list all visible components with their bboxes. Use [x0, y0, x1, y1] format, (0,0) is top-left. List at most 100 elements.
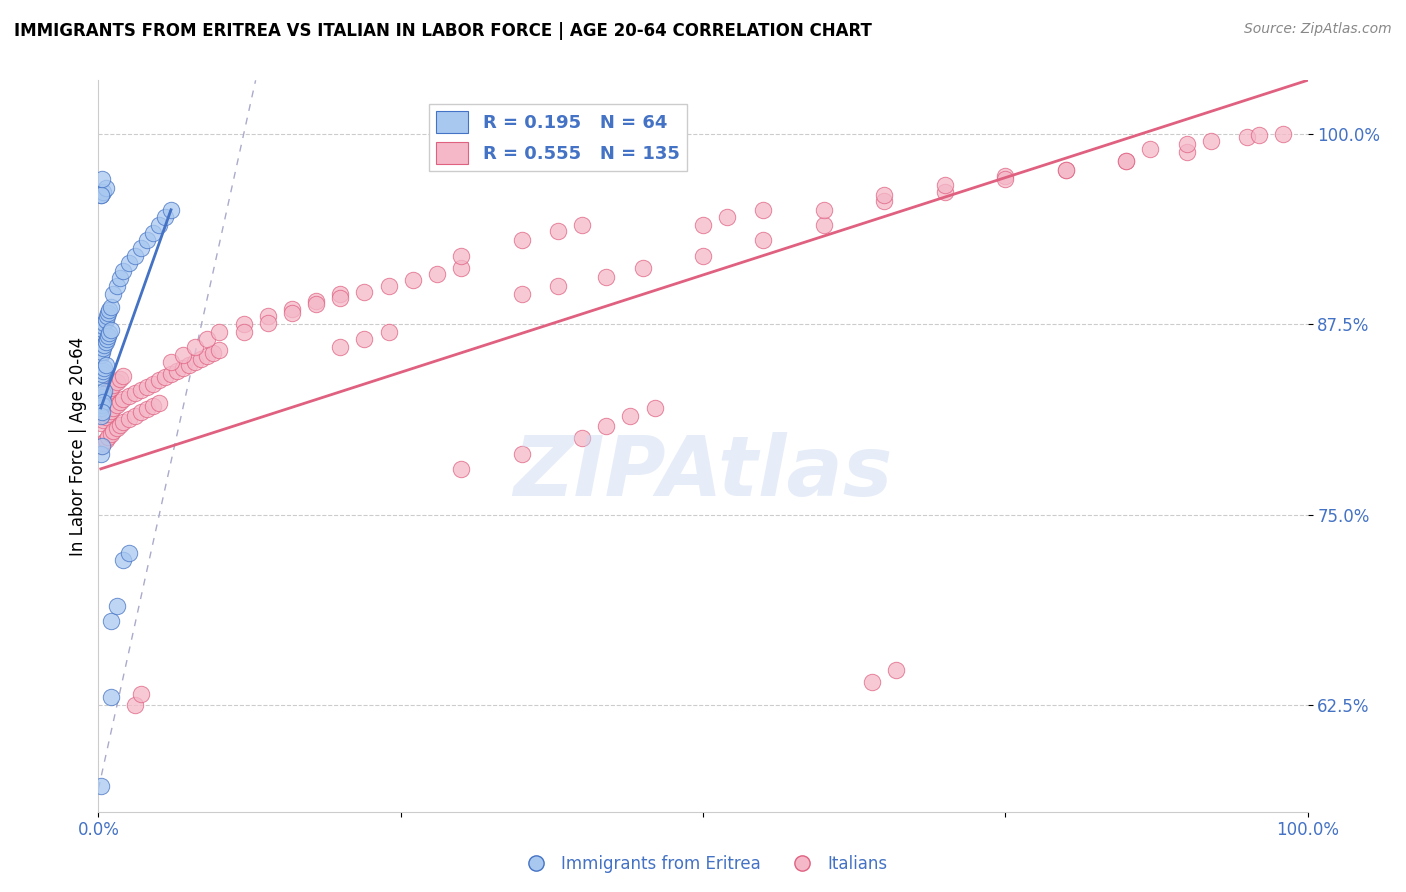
Point: [426, 267, 449, 281]
Point: [631, 260, 654, 275]
Point: [124, 698, 146, 712]
Point: [90, 187, 112, 202]
Point: [118, 389, 141, 403]
Point: [547, 224, 569, 238]
Point: [94, 433, 117, 447]
Point: [108, 271, 131, 285]
Point: [148, 374, 170, 388]
Point: [118, 411, 141, 425]
Point: [108, 372, 131, 386]
Point: [91, 387, 114, 401]
Point: [184, 355, 207, 369]
Point: [105, 279, 128, 293]
Point: [195, 332, 218, 346]
Point: [124, 385, 146, 400]
Point: [101, 286, 124, 301]
Point: [160, 368, 183, 382]
Point: [100, 690, 122, 705]
Point: [595, 269, 617, 284]
Point: [202, 346, 225, 360]
Point: [353, 332, 375, 346]
Point: [1249, 128, 1271, 142]
Point: [153, 211, 176, 225]
Point: [172, 347, 194, 362]
Point: [90, 447, 112, 461]
Point: [97, 430, 120, 444]
Point: [129, 383, 152, 397]
Point: [91, 368, 114, 382]
Point: [1115, 154, 1137, 169]
Point: [142, 376, 165, 391]
Point: [450, 462, 472, 476]
Point: [101, 401, 124, 415]
Point: [860, 675, 883, 690]
Point: [619, 409, 641, 423]
Point: [402, 273, 425, 287]
Point: [1236, 129, 1258, 144]
Point: [108, 417, 131, 432]
Point: [91, 185, 114, 199]
Point: [166, 364, 188, 378]
Point: [256, 310, 278, 324]
Point: [377, 279, 399, 293]
Point: [195, 349, 218, 363]
Point: [91, 394, 114, 409]
Point: [91, 172, 114, 186]
Point: [148, 396, 170, 410]
Point: [93, 316, 115, 330]
Point: [91, 321, 114, 335]
Point: [813, 218, 835, 232]
Point: [190, 352, 212, 367]
Point: [91, 413, 114, 427]
Point: [91, 390, 114, 404]
Legend: R = 0.195   N = 64, R = 0.555   N = 135: R = 0.195 N = 64, R = 0.555 N = 135: [429, 104, 688, 171]
Point: [184, 340, 207, 354]
Point: [108, 394, 131, 409]
Point: [644, 401, 666, 415]
Y-axis label: In Labor Force | Age 20-64: In Labor Force | Age 20-64: [69, 336, 87, 556]
Point: [450, 260, 472, 275]
Point: [934, 185, 956, 199]
Point: [353, 285, 375, 299]
Point: [93, 338, 115, 352]
Point: [105, 375, 128, 389]
Point: [91, 398, 114, 412]
Point: [111, 264, 134, 278]
Point: [100, 323, 122, 337]
Point: [101, 378, 124, 392]
Point: [547, 279, 569, 293]
Point: [100, 426, 122, 441]
Point: [91, 439, 114, 453]
Point: [91, 342, 114, 356]
Point: [994, 172, 1017, 186]
Point: [91, 364, 114, 378]
Point: [873, 187, 896, 202]
Point: [160, 355, 183, 369]
Point: [450, 248, 472, 262]
Point: [160, 202, 183, 217]
Point: [91, 436, 114, 450]
Point: [142, 226, 165, 240]
Point: [1199, 134, 1222, 148]
Point: [94, 335, 117, 350]
Point: [752, 233, 775, 247]
Point: [256, 316, 278, 330]
Point: [105, 398, 128, 412]
Point: [377, 325, 399, 339]
Point: [752, 202, 775, 217]
Point: [91, 344, 114, 359]
Point: [510, 233, 533, 247]
Point: [90, 401, 112, 415]
Point: [124, 409, 146, 423]
Point: [510, 286, 533, 301]
Point: [692, 218, 714, 232]
Point: [510, 447, 533, 461]
Point: [90, 409, 112, 423]
Point: [571, 218, 593, 232]
Point: [97, 306, 120, 320]
Point: [96, 310, 118, 324]
Point: [873, 194, 896, 208]
Point: [135, 379, 157, 393]
Point: [716, 211, 738, 225]
Point: [994, 169, 1017, 184]
